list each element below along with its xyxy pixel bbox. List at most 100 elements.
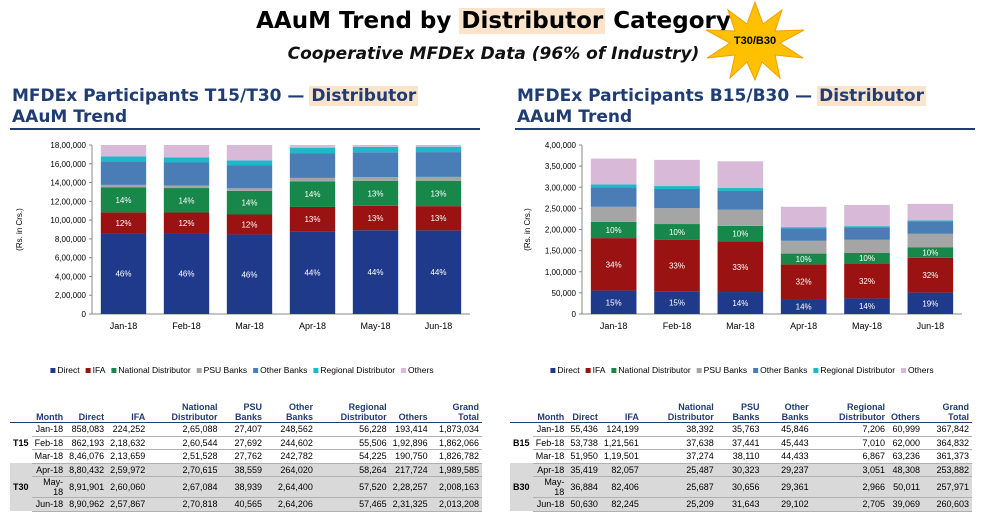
bar-segment	[907, 233, 954, 248]
data-label: 14%	[859, 302, 875, 311]
x-tick-label: Feb-18	[172, 321, 201, 331]
table-cell: 1,989,585	[430, 463, 482, 477]
heading-rule	[10, 128, 480, 130]
table-cell: 25,687	[641, 476, 717, 498]
y-tick-label: 2,00,000	[545, 226, 577, 235]
bar-segment	[415, 146, 462, 153]
y-tick-label: 2,50,000	[545, 204, 577, 213]
table-cell: 190,750	[389, 449, 431, 464]
bar-segment	[844, 239, 890, 253]
table-cell: 364,832	[923, 436, 972, 450]
bar-segment	[289, 181, 336, 207]
data-label: 14%	[178, 196, 194, 205]
table-row: Jun-18 50,630 82,245 25,209 31,643 29,102 2,70…	[510, 497, 972, 512]
header-cell: Month	[31, 402, 67, 423]
group-cell	[510, 423, 533, 437]
table-wrap: Month Direct IFA National Distributor PSU Ba…	[510, 402, 972, 512]
bar-segment	[907, 220, 954, 222]
y-tick-label: 1,50,000	[545, 247, 577, 256]
table-cell: 7,206	[811, 422, 889, 437]
legend-label: Direct	[557, 365, 580, 375]
table-cell: 25,209	[641, 497, 717, 512]
legend-swatch	[401, 368, 407, 373]
bar-segment	[717, 190, 764, 210]
data-label: 13%	[304, 215, 320, 224]
y-tick-label: 8,00,000	[55, 235, 87, 244]
bar-segment	[163, 233, 210, 314]
table-cell: 62,000	[888, 436, 924, 450]
group-cell	[510, 463, 533, 477]
legend-label: PSU Banks	[204, 365, 247, 375]
bar-segment	[844, 226, 890, 228]
charts: 0 2,00,000 4,00,000 6,00,000 8,00,000 10,00,0…	[15, 141, 962, 375]
y-tick-label: 1,00,000	[545, 268, 577, 277]
group-cell	[510, 497, 533, 511]
y-tick-label: 3,00,000	[545, 183, 577, 192]
table-cell: 51,950	[567, 449, 601, 464]
legend-swatch	[901, 368, 907, 373]
data-label: 14%	[115, 196, 131, 205]
table-cell: 2,64,400	[265, 476, 316, 498]
header-cell: Grand Total	[430, 402, 482, 423]
y-tick-label: 16,00,000	[50, 160, 86, 169]
bar-segment	[590, 158, 637, 185]
table-cell: 2,67,084	[148, 476, 221, 498]
header-cell: Other Banks	[762, 402, 812, 423]
heading-part: MFDEx Participants B15/B30 —	[517, 86, 813, 106]
bar-segment	[100, 156, 147, 162]
bar-segment	[717, 241, 764, 293]
table-cell: Mar-18	[532, 449, 568, 464]
chart-heading: MFDEx Participants T15/T30 — Distributor A…	[12, 86, 419, 128]
data-label: 33%	[669, 262, 685, 271]
table-cell: 2,13,659	[107, 449, 149, 464]
table-cell: 2,966	[811, 476, 889, 498]
group-cell	[10, 423, 32, 437]
table-cell: 30,323	[716, 463, 763, 477]
bars	[100, 145, 462, 314]
data-label: 32%	[859, 277, 875, 286]
x-tick-label: Mar-18	[235, 321, 264, 331]
data-label: 13%	[430, 189, 446, 198]
legend-swatch	[196, 368, 202, 373]
bar-segment	[654, 208, 700, 225]
table-cell: 27,692	[220, 436, 266, 450]
bar-segment	[289, 153, 336, 178]
badge-text: T30/B30	[734, 35, 776, 47]
table-cell: 8,80,432	[66, 463, 108, 477]
table-cell: 60,999	[888, 422, 924, 437]
bar-segment	[590, 290, 637, 314]
legend-label: IFA	[593, 365, 606, 375]
bar-segment	[226, 214, 273, 235]
bar-segment	[352, 205, 399, 231]
table-cell: 38,392	[641, 422, 717, 437]
table-cell: 2,51,528	[148, 449, 221, 464]
bar-segment	[780, 253, 827, 265]
table-cell: 29,102	[762, 497, 812, 512]
table-cell: 224,252	[107, 422, 149, 437]
table-cell: 2,31,325	[389, 497, 431, 512]
table-cell: 38,559	[220, 463, 266, 477]
bar-segment	[163, 212, 210, 234]
bar-segment	[226, 234, 273, 314]
header-cell: Regional Distributor	[811, 402, 889, 423]
table-cell: 193,414	[389, 422, 431, 437]
badge-star	[705, 0, 805, 82]
table-cell: Jan-18	[532, 422, 568, 437]
bar-segment	[352, 146, 399, 153]
badge: T30/B30	[705, 0, 805, 82]
data-label: 13%	[367, 189, 383, 198]
bar-segment	[654, 239, 700, 292]
bar-segment	[415, 145, 462, 147]
header-cell: Grand Total	[923, 402, 972, 423]
table-cell: 1,19,501	[600, 449, 642, 464]
bar-segment	[590, 187, 637, 207]
bar-segment	[352, 152, 399, 178]
table-cell: 39,069	[888, 497, 924, 512]
bar-segment	[163, 162, 210, 186]
table-cell: 1,826,782	[430, 449, 482, 464]
bar-segment	[226, 190, 273, 215]
legend-label: Others	[908, 365, 934, 375]
legend-swatch	[611, 368, 617, 373]
bar-segment	[163, 188, 210, 213]
table-cell: 50,011	[888, 476, 924, 498]
